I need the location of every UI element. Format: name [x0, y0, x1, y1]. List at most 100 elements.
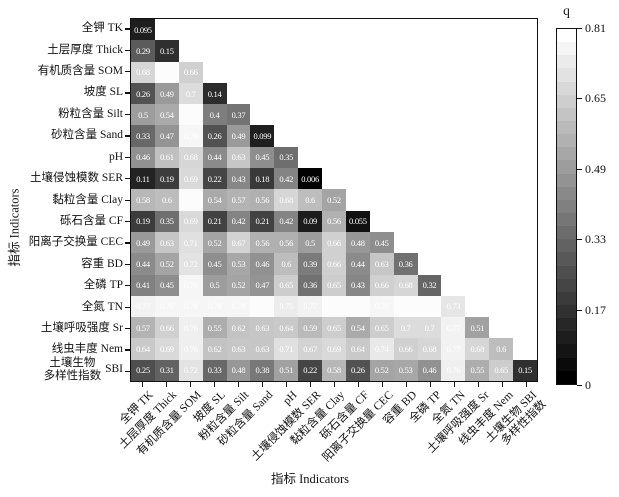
y-axis-tick: [125, 285, 130, 287]
colorbar-tick-label: 0.17: [585, 302, 606, 317]
x-tick-label: 土壤呼吸强度 Sr: [424, 389, 492, 456]
colorbar-tick: [577, 239, 582, 241]
y-axis-tick: [125, 327, 130, 330]
heatmap-cell: 0.26: [202, 125, 227, 147]
heatmap-cell: 0.7: [393, 317, 418, 339]
heatmap-cell: 0.66: [154, 317, 179, 339]
colorbar-segment: [557, 55, 576, 69]
heatmap-cell: 0.63: [250, 317, 275, 339]
heatmap-cell: 0.69: [154, 338, 179, 360]
heatmap-cell: 0.49: [131, 231, 155, 254]
y-axis-tick: [125, 28, 130, 30]
heatmap-cell: 0.69: [322, 338, 346, 360]
x-tick-label: 粉粒含量 Silt: [197, 389, 252, 444]
heatmap-cell: 0.72: [178, 359, 203, 381]
heatmap-cell: 0.15: [154, 40, 179, 62]
heatmap-cell: 0.43: [345, 274, 370, 296]
heatmap-cell: 0.57: [226, 189, 251, 211]
y-axis-tick: [125, 199, 130, 201]
x-tick-label: 线虫丰度 Nem: [456, 389, 516, 448]
heatmap-cell: 0.43: [226, 168, 251, 190]
heatmap-cell: 0.35: [154, 210, 179, 232]
heatmap-cell: [178, 189, 203, 211]
heatmap-cell: 0.66: [322, 231, 346, 254]
heatmap-cell: 0.61: [154, 146, 179, 169]
heatmap-cell: 0.58: [322, 359, 346, 381]
heatmap-grid: 0.095 0.29 0.15 0.68 0.66 0.26 0.49 0.7 0.14 0.5 0…: [131, 19, 537, 381]
heatmap-cell: 0.78: [226, 295, 251, 318]
heatmap-cell: 0.73: [441, 295, 466, 318]
heatmap-cell: 0.52: [226, 274, 251, 296]
heatmap-cell: [154, 61, 179, 83]
y-axis-tick-labels: 全钾 TK 土层厚度 Thick 有机质含量 SOM 坡度 SL 粉粒含量 Silt 砂粒…: [0, 18, 126, 382]
x-tick-label: 有机质含量 SOM: [134, 389, 204, 458]
y-tick-label: 线虫丰度 Nem: [51, 343, 123, 356]
x-tick-label: 黏粒含量 Clay: [289, 389, 348, 448]
heatmap-cell: 0.39: [298, 253, 323, 275]
heatmap-cell: 0.71: [178, 231, 203, 254]
colorbar-segment: [557, 160, 576, 174]
heatmap-cell: 0.66: [178, 61, 203, 83]
heatmap-cell: 0.58: [131, 189, 155, 211]
heatmap-cell: 0.71: [274, 338, 299, 360]
heatmap-cell: 0.18: [250, 168, 275, 190]
colorbar-tick-label: 0: [585, 377, 591, 392]
x-tick-label: 土层厚度 Thick: [117, 389, 180, 452]
heatmap-cell: 0.49: [154, 82, 179, 105]
heatmap-cell: [250, 295, 275, 318]
colorbar-tick: [577, 27, 582, 29]
heatmap-cell: 0.78: [178, 274, 203, 296]
heatmap-cell: 0.36: [393, 253, 418, 275]
heatmap-cell: 0.42: [274, 210, 299, 232]
heatmap-cell: 0.095: [131, 19, 155, 41]
heatmap-cell: 0.099: [250, 125, 275, 147]
y-axis-tick: [125, 306, 130, 308]
x-tick-label: 土壤侵蚀模数 SER: [249, 389, 324, 464]
heatmap-cell: 0.65: [322, 274, 346, 296]
heatmap-cell: 0.66: [369, 274, 394, 296]
y-tick-label: 土壤侵蚀模数 SER: [30, 172, 123, 185]
heatmap-cell: 0.46: [250, 253, 275, 275]
colorbar-segment: [557, 173, 576, 187]
x-axis-tick: [141, 382, 143, 387]
heatmap-cell: 0.64: [274, 317, 299, 339]
colorbar-segment: [557, 29, 576, 43]
heatmap-cell: 0.78: [202, 295, 227, 318]
heatmap-cell: 0.56: [322, 210, 346, 232]
heatmap-cell: 0.6: [274, 253, 299, 275]
colorbar-tick: [577, 384, 582, 386]
heatmap-cell: 0.57: [131, 317, 155, 339]
heatmap-cell: 0.32: [417, 274, 442, 296]
heatmap-cell: 0.14: [202, 82, 227, 105]
colorbar-segment: [557, 81, 576, 95]
heatmap-cell: 0.45: [202, 253, 227, 275]
heatmap-cell: 0.6: [489, 338, 514, 360]
heatmap-cell: 0.09: [298, 210, 323, 232]
y-axis-tick: [125, 263, 130, 266]
colorbar-tick-label: 0.49: [585, 161, 606, 176]
y-axis-tick: [125, 135, 130, 137]
heatmap-cell: 0.25: [131, 359, 155, 381]
heatmap-cell: 0.68: [417, 338, 442, 360]
x-axis-tick: [213, 382, 215, 387]
x-tick-label: 全氮 TN: [429, 389, 468, 427]
heatmap-cell: 0.68: [393, 274, 418, 296]
x-axis-tick: [429, 382, 431, 387]
colorbar-segment: [557, 68, 576, 82]
heatmap-cell: 0.77: [441, 317, 466, 339]
y-tick-label: 土壤生物 多样性指数 SBI: [43, 357, 123, 382]
y-tick-label: 黏粒含量 Clay: [52, 193, 123, 206]
heatmap-cell: 0.67: [298, 338, 323, 360]
heatmap-cell: 0.21: [202, 210, 227, 232]
heatmap-cell: 0.44: [345, 253, 370, 275]
heatmap-cell: 0.78: [178, 125, 203, 147]
heatmap-cell: 0.44: [202, 146, 227, 169]
y-axis-tick: [125, 113, 130, 116]
heatmap-cell: 0.15: [513, 359, 537, 381]
heatmap-cell: 0.63: [154, 231, 179, 254]
heatmap-cell: [417, 295, 442, 318]
heatmap-cell: 0.56: [250, 231, 275, 254]
heatmap-cell: 0.56: [250, 189, 275, 211]
heatmap-cell: [178, 104, 203, 126]
heatmap-cell: 0.48: [345, 231, 370, 254]
